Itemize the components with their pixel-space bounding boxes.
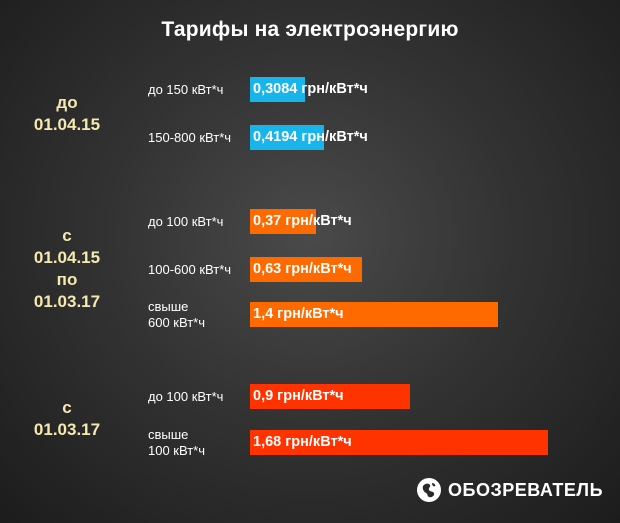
bar-value-label: 1,4 грн/кВт*ч [253,306,344,322]
bar [250,77,305,102]
tier-label: 150-800 кВт*ч [148,130,248,146]
bar-value-label: 0,4194 грн/кВт*ч [253,129,368,145]
tier-label: свыше 100 кВт*ч [148,427,248,459]
period-line: 01.03.17 [33,292,101,311]
tier-line: до 100 кВт*ч [148,213,224,229]
bar [250,257,362,282]
period-line: по [56,270,78,289]
tier-line: свыше [148,298,189,314]
bar [250,430,548,455]
tier-label: до 100 кВт*ч [148,389,248,405]
tier-line: 600 кВт*ч [148,314,206,330]
brand-logo: ОБОЗРЕВАТЕЛЬ [416,477,603,503]
globe-icon [417,478,441,502]
tier-label: до 100 кВт*ч [148,214,248,230]
period-line: с [62,226,72,245]
period-label: с 01.03.17 [12,397,122,441]
tier-label: до 150 кВт*ч [148,82,248,98]
tier-line: 100-600 кВт*ч [148,261,232,277]
period-line: 01.04.15 [33,248,101,267]
bar [250,384,410,409]
bar-value-label: 0,63 грн/кВт*ч [253,261,352,277]
period-line: с [62,398,72,417]
tier-line: 100 кВт*ч [148,442,206,458]
tier-line: до 150 кВт*ч [148,81,224,97]
tier-label: свыше 600 кВт*ч [148,299,248,331]
tier-line: до 100 кВт*ч [148,388,224,404]
bar [250,209,316,234]
bar-value-label: 1,68 грн/кВт*ч [253,434,352,450]
tier-line: свыше [148,426,189,442]
bar-value-label: 0,37 грн/кВт*ч [253,213,352,229]
bar-value-label: 0,9 грн/кВт*ч [253,388,344,404]
period-line: 01.03.17 [33,420,101,439]
tier-label: 100-600 кВт*ч [148,262,248,278]
bar-value-label: 0,3084 грн/кВт*ч [253,81,368,97]
brand-name: ОБОЗРЕВАТЕЛЬ [448,479,604,500]
period-label: с 01.04.15 по 01.03.17 [12,225,122,313]
period-label: до 01.04.15 [12,92,122,136]
tier-line: 150-800 кВт*ч [148,129,232,145]
bar [250,302,498,327]
chart-title: Тарифы на электроэнергию [161,18,459,41]
period-line: до [56,93,78,112]
period-line: 01.04.15 [33,115,101,134]
bar [250,125,324,150]
